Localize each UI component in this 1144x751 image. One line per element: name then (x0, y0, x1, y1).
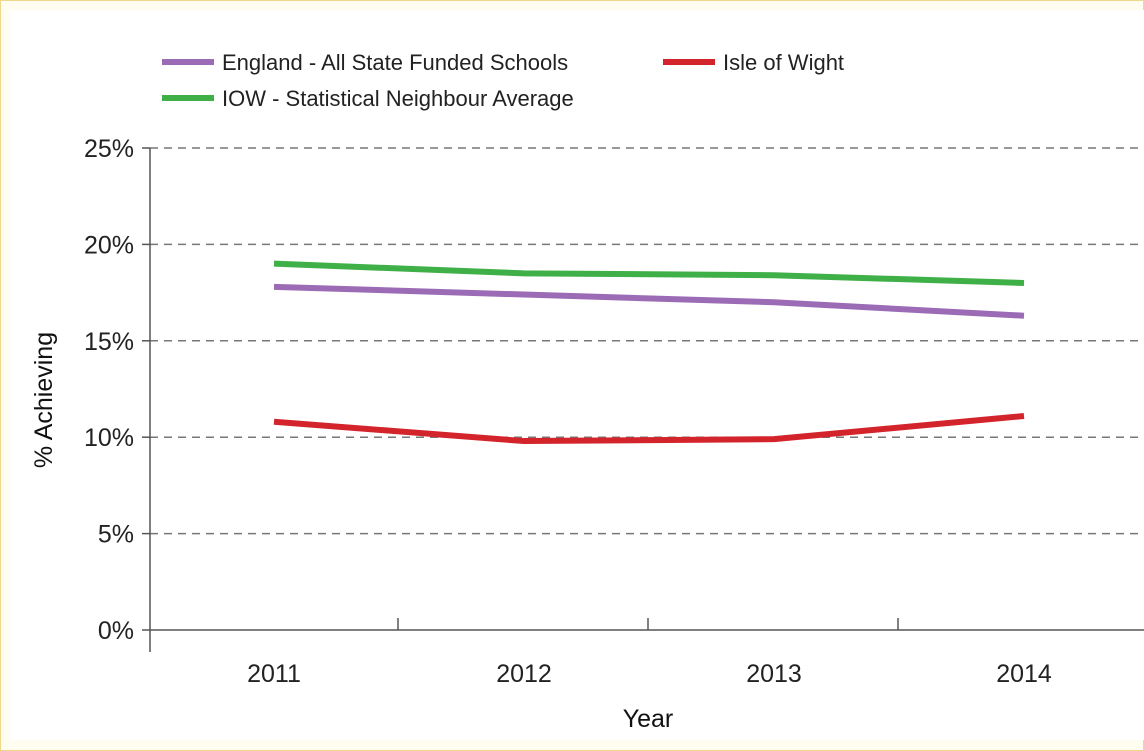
series-line (273, 260, 1025, 286)
x-tick-label: 2012 (496, 660, 552, 688)
y-tick-label: 0% (98, 617, 134, 645)
legend-label: England - All State Funded Schools (222, 50, 568, 75)
y-tick-label: 10% (84, 424, 134, 452)
y-tick-label: 5% (98, 521, 134, 549)
series-line (273, 283, 1025, 319)
y-tick-label: 15% (84, 328, 134, 356)
series-lines (273, 260, 1025, 445)
y-axis-label: % Achieving (30, 332, 58, 468)
x-tick-label: 2011 (247, 660, 301, 688)
y-tick-labels: 0% 5% 10% 15% 20% 25% (84, 135, 150, 645)
x-tick-labels: 2011 2012 2013 2014 (247, 618, 1052, 688)
gridlines (150, 147, 1144, 535)
legend: England - All State Funded Schools Isle o… (162, 50, 844, 111)
legend-label: IOW - Statistical Neighbour Average (222, 86, 574, 111)
x-axis-label: Year (623, 705, 674, 733)
chart-panel (10, 10, 1144, 740)
legend-label: Isle of Wight (723, 50, 844, 75)
y-tick-label: 25% (84, 135, 134, 163)
y-tick-label: 20% (84, 231, 134, 259)
x-tick-label: 2014 (996, 660, 1052, 688)
series-line (273, 413, 1025, 445)
x-tick-label: 2013 (746, 660, 802, 688)
axes (149, 148, 1144, 652)
